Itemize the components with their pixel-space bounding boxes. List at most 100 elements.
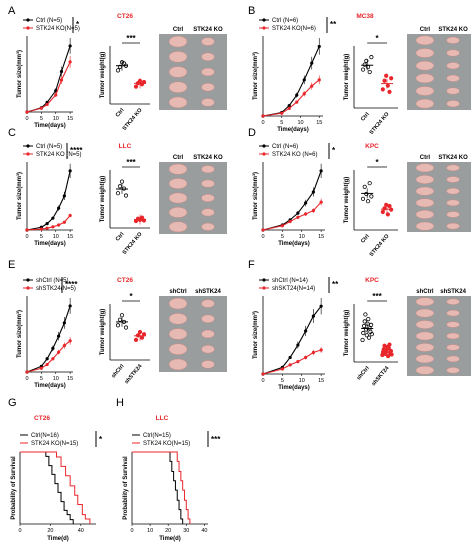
legend-marker (26, 278, 30, 282)
data-point (51, 357, 55, 361)
legend-marker (26, 18, 30, 22)
photo-label-left: shCtrl (416, 289, 434, 295)
tumor-specimen (446, 211, 460, 218)
legend-marker (26, 26, 30, 30)
tumor-specimen (446, 355, 460, 363)
survival-chart: 0 20 40 Time(d) Probability of Survival Ctrl(… (11, 433, 96, 542)
data-point (296, 211, 300, 215)
panel-letter: C (8, 127, 16, 139)
x-tick-label: 0 (261, 120, 264, 126)
data-point (51, 225, 55, 229)
data-point (364, 327, 369, 332)
panel-letter: B (248, 5, 255, 17)
tumor-specimen (446, 298, 460, 305)
legend-label: STK24 KO(N=6) (272, 26, 316, 32)
x-tick-label: 10 (297, 120, 303, 126)
data-point (304, 201, 308, 205)
panel-letter: G (8, 397, 17, 409)
tumor-specimen (446, 367, 460, 374)
x-tick-label: 5 (281, 378, 284, 384)
data-point (68, 304, 72, 308)
data-point (280, 224, 284, 228)
photo-label-right: shSTK24 (440, 289, 466, 295)
significance-stars: * (376, 158, 380, 167)
x-tick-label: 5 (280, 120, 283, 126)
tumor-specimen (201, 67, 215, 77)
legend-marker (262, 278, 266, 282)
data-point (311, 208, 315, 213)
legend-marker (262, 286, 266, 290)
legend-label: STK24 KO(N=15) (143, 441, 190, 447)
category-label: shCtrl (356, 365, 371, 381)
tumor-specimen (446, 49, 460, 57)
data-point (380, 209, 385, 215)
x-tick-label: 0 (130, 528, 133, 534)
tumor-specimen (415, 35, 435, 46)
data-point (366, 335, 372, 340)
data-point (367, 69, 372, 75)
tumor-specimen (168, 178, 188, 190)
series-line (262, 46, 320, 117)
data-point (51, 346, 55, 350)
category-label: Ctrl (360, 233, 371, 244)
data-point (363, 312, 368, 317)
data-point (369, 322, 374, 327)
tumor-photo-panel: Ctrl STK24 KO (159, 155, 227, 234)
x-tick-label: 0 (25, 376, 28, 382)
data-point (304, 212, 308, 216)
tumor-model-title: CT26 (117, 13, 133, 20)
x-tick-label: 15 (67, 376, 73, 382)
category-label: shSTK24 (124, 363, 144, 386)
x-tick-label: 10 (53, 376, 59, 382)
data-point (57, 223, 61, 227)
data-point (45, 357, 49, 361)
survival-chart: 0 10 20 30 40 Time(d) Probability of Survival C… (123, 433, 208, 542)
tumor-specimen (201, 194, 215, 202)
tumor-specimen (201, 299, 215, 308)
significance-stars: * (332, 146, 336, 155)
tumor-photo-panel: shCtrl shSTK24 (159, 289, 227, 372)
data-point (59, 78, 64, 82)
x-tick-label: 0 (261, 378, 264, 384)
data-point (68, 339, 72, 343)
tumor-specimen (415, 331, 435, 341)
x-tick-label: 5 (40, 376, 43, 382)
legend-label: STK24 KO (N=6) (272, 152, 318, 158)
tumor-specimen (415, 73, 435, 84)
panel-f: F KPC 0 5 10 15 Time(days) Tumor size(mm³) shCtr… (248, 259, 471, 391)
photo-label-left: Ctrl (420, 155, 431, 161)
data-point (45, 222, 49, 226)
legend-label: Ctrl (N=6) (272, 144, 298, 150)
tumor-weight-chart: Tumor weight(g) shCtrl shSKT24 *** (344, 292, 398, 387)
tumor-specimen (415, 365, 435, 375)
y-axis-label: Tumor size(mm³) (16, 310, 23, 358)
data-point (385, 83, 390, 88)
y-axis-label: Tumor weight(g) (344, 177, 350, 224)
x-tick-label: 20 (165, 528, 171, 534)
x-axis-label: Time(d) (159, 536, 181, 542)
data-point (54, 93, 58, 97)
tumor-specimen (168, 328, 188, 340)
significance-stars: **** (65, 280, 78, 289)
data-point (51, 216, 55, 220)
tumor-specimen (168, 313, 188, 325)
panel-b: B MC38 0 5 10 15 Time(days) Tumor size(mm³) Ctrl… (248, 5, 471, 136)
tumor-specimen (201, 345, 215, 354)
data-point (261, 114, 265, 118)
data-point (369, 332, 374, 337)
tumor-specimen (415, 48, 435, 58)
tumor-specimen (446, 187, 460, 195)
data-point (302, 92, 306, 96)
data-point (311, 350, 315, 355)
tumor-specimen (201, 98, 215, 107)
significance-stars: * (76, 20, 80, 29)
data-point (62, 321, 66, 325)
y-axis-label: Tumor weight(g) (344, 54, 350, 101)
significance-stars: **** (70, 146, 83, 155)
tumor-growth-chart: 0 5 10 15 Time(days) Tumor size(mm³) Ctrl (N=6… (252, 17, 337, 133)
data-point (380, 87, 385, 92)
tumor-specimen (168, 163, 188, 175)
